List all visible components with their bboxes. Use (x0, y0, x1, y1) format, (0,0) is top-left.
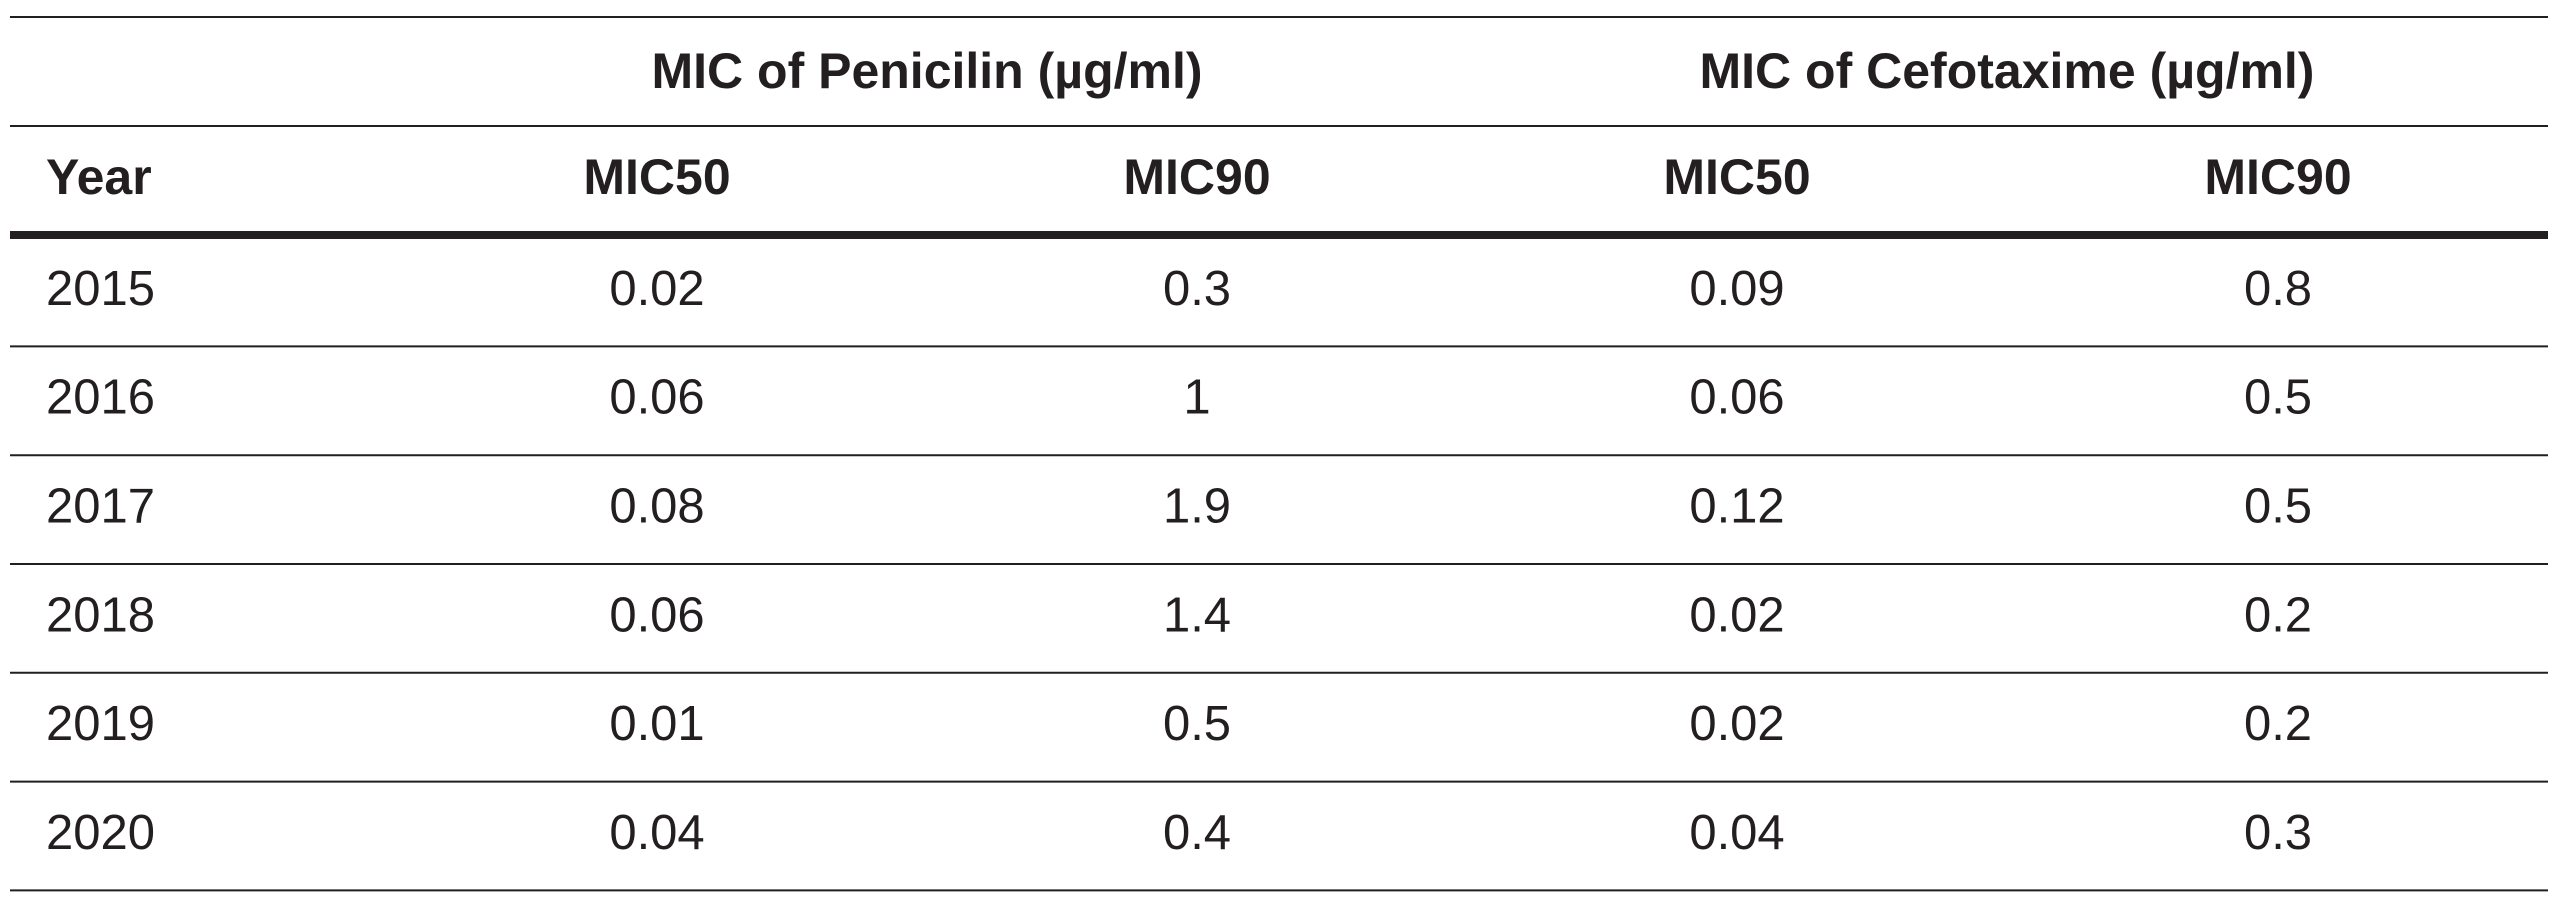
row-year: 2017 (46, 480, 155, 534)
cell-value: 0.5 (2244, 480, 2312, 534)
row-year: 2016 (46, 371, 155, 425)
column-header: Year (46, 149, 152, 205)
column-header: MIC50 (1663, 149, 1810, 205)
group-header: MIC of Cefotaxime (µg/ml) (1700, 43, 2315, 99)
cell-value: 1.4 (1163, 588, 1231, 642)
cell-value: 0.04 (609, 806, 704, 860)
cell-value: 0.06 (609, 588, 704, 642)
row-year: 2020 (46, 806, 155, 860)
column-header: MIC90 (2204, 149, 2351, 205)
group-header: MIC of Penicilin (µg/ml) (651, 43, 1202, 99)
cell-value: 0.5 (1163, 697, 1231, 751)
cell-value: 0.2 (2244, 697, 2312, 751)
cell-value: 0.02 (609, 262, 704, 316)
cell-value: 0.06 (1689, 371, 1784, 425)
cell-value: 0.3 (2244, 806, 2312, 860)
cell-value: 0.08 (609, 480, 704, 534)
row-year: 2015 (46, 262, 155, 316)
cell-value: 0.02 (1689, 588, 1784, 642)
cell-value: 0.12 (1689, 480, 1784, 534)
cell-value: 0.5 (2244, 371, 2312, 425)
cell-value: 0.09 (1689, 262, 1784, 316)
column-header: MIC90 (1123, 149, 1270, 205)
cell-value: 1.9 (1163, 480, 1231, 534)
row-year: 2019 (46, 697, 155, 751)
cell-value: 0.8 (2244, 262, 2312, 316)
cell-value: 0.2 (2244, 588, 2312, 642)
cell-value: 0.06 (609, 371, 704, 425)
column-header: MIC50 (583, 149, 730, 205)
cell-value: 0.02 (1689, 697, 1784, 751)
cell-value: 0.4 (1163, 806, 1231, 860)
cell-value: 1 (1183, 371, 1210, 425)
cell-value: 0.3 (1163, 262, 1231, 316)
cell-value: 0.01 (609, 697, 704, 751)
cell-value: 0.04 (1689, 806, 1784, 860)
row-year: 2018 (46, 588, 155, 642)
